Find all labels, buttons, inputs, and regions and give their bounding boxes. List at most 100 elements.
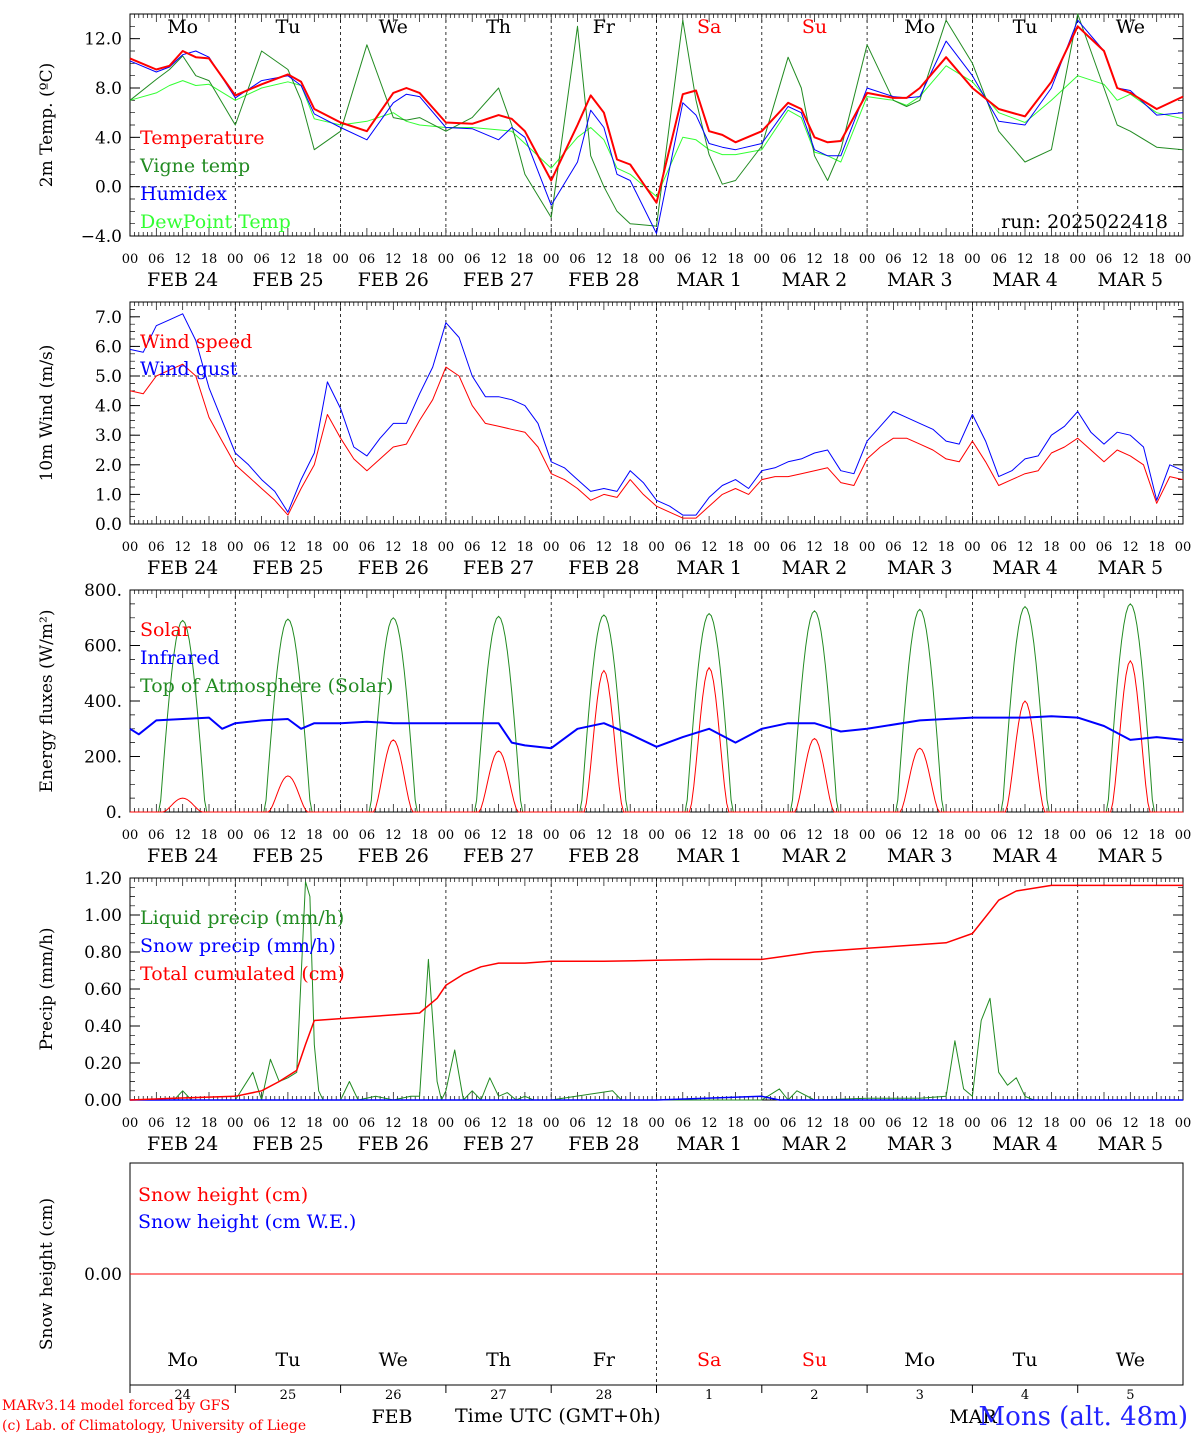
station-name: Mons (alt. 48m) xyxy=(978,1402,1188,1432)
date-label: MAR 3 xyxy=(887,269,953,291)
hour-tick-label: 18 xyxy=(1043,540,1060,555)
y-tick-label: 400. xyxy=(84,692,122,712)
hour-tick-label: 12 xyxy=(1122,540,1139,555)
hour-tick-label: 06 xyxy=(569,540,586,555)
hour-tick-label: 06 xyxy=(464,252,481,267)
hour-tick-label: 06 xyxy=(359,540,376,555)
hour-tick-label: 00 xyxy=(438,1116,455,1131)
hour-tick-label: 12 xyxy=(911,540,928,555)
weekday-label: We xyxy=(379,1349,408,1371)
hour-tick-label: 06 xyxy=(885,828,902,843)
hour-tick-label: 06 xyxy=(675,252,692,267)
hour-tick-label: 18 xyxy=(517,828,534,843)
hour-tick-label: 12 xyxy=(911,1116,928,1131)
hour-tick-label: 18 xyxy=(411,252,428,267)
date-label: MAR 1 xyxy=(676,557,742,579)
hour-tick-label: 18 xyxy=(938,1116,955,1131)
hour-tick-label: 00 xyxy=(332,540,349,555)
hour-tick-label: 06 xyxy=(780,540,797,555)
weekday-label: Tu xyxy=(275,1349,300,1371)
hour-tick-label: 18 xyxy=(622,252,639,267)
hour-tick-label: 18 xyxy=(833,828,850,843)
x-axis-title: Time UTC (GMT+0h) xyxy=(455,1405,661,1427)
hour-tick-label: 06 xyxy=(675,828,692,843)
hour-tick-label: 12 xyxy=(174,540,191,555)
hour-tick-label: 00 xyxy=(859,540,876,555)
legend-entry: Snow height (cm) xyxy=(138,1184,308,1206)
date-label: MAR 3 xyxy=(887,1133,953,1155)
hour-tick-label: 06 xyxy=(359,828,376,843)
y-tick-label: 8.0 xyxy=(95,79,122,99)
hour-tick-label: 06 xyxy=(148,1116,165,1131)
hour-tick-label: 06 xyxy=(253,828,270,843)
weekday-label: Th xyxy=(486,1349,511,1371)
hour-tick-label: 00 xyxy=(1175,828,1192,843)
hour-tick-label: 12 xyxy=(701,828,718,843)
hour-tick-label: 00 xyxy=(438,828,455,843)
hour-tick-label: 00 xyxy=(543,540,560,555)
hour-tick-label: 06 xyxy=(148,540,165,555)
date-label: MAR 5 xyxy=(1098,1133,1164,1155)
weekday-label: Mo xyxy=(904,16,935,38)
hour-tick-label: 06 xyxy=(464,540,481,555)
y-tick-label: 3.0 xyxy=(95,426,122,446)
hour-tick-label: 06 xyxy=(780,828,797,843)
weekday-label: We xyxy=(1116,16,1145,38)
date-label: MAR 2 xyxy=(782,845,848,867)
series-line-wind-speed xyxy=(129,363,1184,519)
date-label: MAR 3 xyxy=(887,557,953,579)
date-label: FEB 27 xyxy=(463,269,534,291)
weekday-label: We xyxy=(379,16,408,38)
hour-tick-label: 00 xyxy=(122,540,139,555)
run-label: run: 2025022418 xyxy=(1001,211,1168,233)
date-label: FEB 28 xyxy=(568,557,639,579)
day-number-label: 26 xyxy=(385,1388,402,1403)
series-line-vigne-temp xyxy=(129,13,1184,227)
hour-tick-label: 06 xyxy=(359,252,376,267)
y-tick-label: 0.20 xyxy=(84,1054,122,1074)
x-minor-ticks xyxy=(129,302,1184,524)
hour-tick-label: 00 xyxy=(964,252,981,267)
weekday-label: Su xyxy=(802,16,827,38)
hour-tick-label: 06 xyxy=(780,252,797,267)
weekday-label: Tu xyxy=(1013,1349,1038,1371)
date-label: FEB 26 xyxy=(358,557,429,579)
hour-tick-label: 00 xyxy=(754,828,771,843)
date-label: MAR 4 xyxy=(992,557,1058,579)
y-tick-label: 1.00 xyxy=(84,906,122,926)
hour-tick-label: 12 xyxy=(596,828,613,843)
date-label: FEB 28 xyxy=(568,1133,639,1155)
hour-tick-label: 18 xyxy=(727,540,744,555)
day-number-label: 4 xyxy=(1021,1388,1029,1403)
hour-tick-label: 18 xyxy=(833,252,850,267)
month-label: FEB xyxy=(371,1406,412,1428)
hour-tick-label: 06 xyxy=(675,1116,692,1131)
hour-tick-label: 00 xyxy=(859,1116,876,1131)
y-tick-label: 5.0 xyxy=(95,367,122,387)
day-number-label: 2 xyxy=(810,1388,818,1403)
hour-tick-label: 00 xyxy=(122,1116,139,1131)
hour-tick-label: 12 xyxy=(385,540,402,555)
series-line-solar xyxy=(130,659,1183,813)
date-label: FEB 24 xyxy=(147,557,218,579)
date-label: FEB 24 xyxy=(147,845,218,867)
hour-tick-label: 00 xyxy=(122,828,139,843)
hour-tick-label: 12 xyxy=(280,540,297,555)
date-label: FEB 25 xyxy=(252,557,323,579)
series-line-liquid-precip xyxy=(130,881,1183,1101)
hour-tick-label: 06 xyxy=(990,540,1007,555)
hour-tick-label: 12 xyxy=(174,252,191,267)
hour-tick-label: 18 xyxy=(1043,252,1060,267)
series-line-dewpoint-temp xyxy=(129,65,1184,197)
date-label: MAR 2 xyxy=(782,557,848,579)
date-label: FEB 24 xyxy=(147,1133,218,1155)
hour-tick-label: 18 xyxy=(727,828,744,843)
hour-tick-label: 12 xyxy=(1017,252,1034,267)
day-number-label: 27 xyxy=(490,1388,507,1403)
date-label: MAR 5 xyxy=(1098,845,1164,867)
hour-tick-label: 18 xyxy=(411,1116,428,1131)
y-tick-label: 7.0 xyxy=(95,308,122,328)
hour-tick-label: 00 xyxy=(227,1116,244,1131)
hour-tick-label: 00 xyxy=(1069,1116,1086,1131)
